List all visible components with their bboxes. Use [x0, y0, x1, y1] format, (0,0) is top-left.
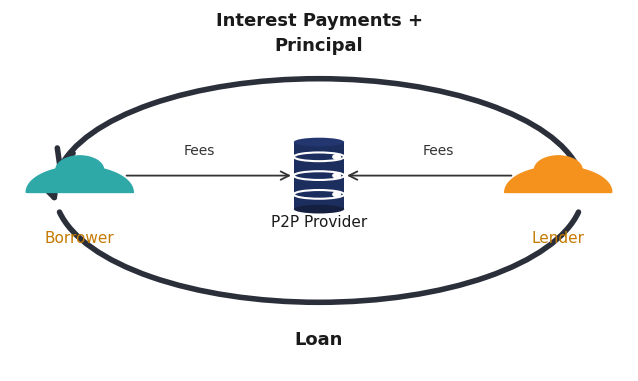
Text: Loan: Loan — [295, 331, 343, 349]
Polygon shape — [505, 166, 612, 192]
Circle shape — [56, 156, 103, 184]
Text: Fees: Fees — [423, 144, 454, 158]
Ellipse shape — [294, 138, 344, 146]
Ellipse shape — [294, 205, 344, 213]
Text: Interest Payments +
Principal: Interest Payments + Principal — [216, 13, 422, 56]
Text: P2P Provider: P2P Provider — [271, 215, 367, 230]
Circle shape — [535, 156, 582, 184]
Text: Fees: Fees — [184, 144, 215, 158]
Circle shape — [333, 192, 341, 197]
Circle shape — [333, 173, 341, 178]
Text: Borrower: Borrower — [45, 232, 115, 247]
Circle shape — [333, 155, 341, 159]
Polygon shape — [26, 166, 133, 192]
Bar — [294, 142, 344, 209]
Text: Lender: Lender — [532, 232, 585, 247]
